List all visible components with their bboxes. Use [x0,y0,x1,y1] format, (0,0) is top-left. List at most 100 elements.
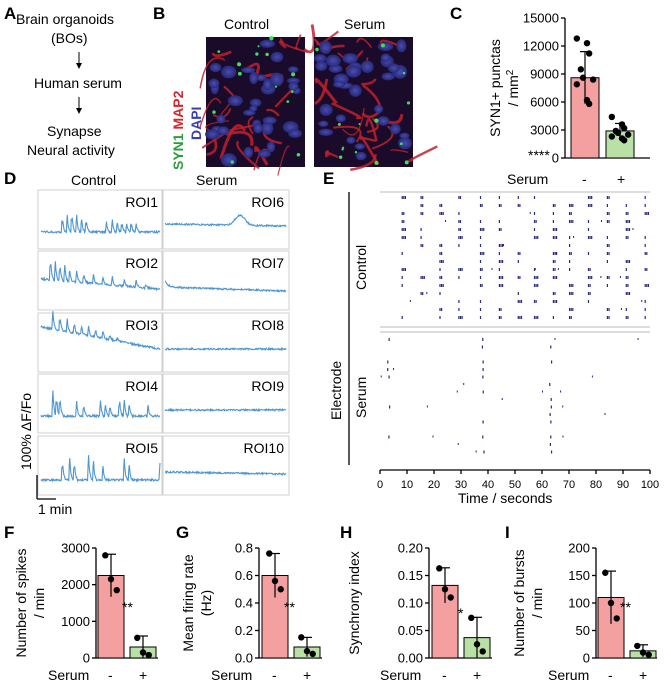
spike [554,228,556,231]
data-point [468,614,475,622]
spike [498,260,500,263]
spike [461,316,463,319]
spike [608,196,610,199]
y-label-line2: / mm2 [505,69,521,106]
dapi-nucleus [374,104,384,114]
spike [646,252,648,255]
spike [641,300,643,302]
spike [562,435,564,438]
dapi-nucleus [208,78,220,89]
spike [557,268,559,270]
spike [573,236,575,238]
dapi-nucleus [325,54,341,67]
trace-line [164,469,287,476]
dapi-nucleus [318,128,334,136]
spike [458,228,460,231]
spike [572,284,574,287]
spike [591,236,593,239]
data-point [602,569,609,576]
spike [570,308,572,311]
chart-f-significance: ** [122,599,133,615]
spike [589,276,591,279]
dapi-nucleus [249,98,262,107]
trace-line [40,311,161,350]
spike [479,260,482,263]
spike [554,236,556,239]
raster-label-serum: Serum [353,377,369,418]
spike [498,244,500,247]
y-tick-label: 150 [568,568,590,583]
spike [644,244,646,247]
spike [533,236,536,239]
data-point [298,634,305,641]
spike [401,212,403,215]
spike [519,300,521,303]
raster-plot [380,191,650,454]
dapi-nucleus [313,54,327,63]
spike [628,292,631,295]
spike [606,284,608,287]
spike [591,196,593,199]
spike [432,435,434,438]
spike [627,316,629,319]
spike [483,252,485,255]
stain-syn1: SYN1 [170,133,186,170]
spike [628,220,631,223]
spike [569,220,571,223]
dapi-nucleus [287,66,299,73]
spike [608,316,610,319]
map2-fiber [356,37,373,49]
spike [587,268,590,271]
syn1-puncta [315,47,319,52]
spike [556,300,558,303]
spike [589,268,591,271]
spike [552,316,554,319]
spike [479,316,482,319]
spike [644,268,646,271]
y-tick-label: 0.8 [235,541,253,556]
spike [570,212,572,215]
micro-label-serum: Serum [344,16,385,32]
spike [482,390,484,394]
spike [535,300,537,303]
roi-label: ROI8 [251,317,284,333]
spike [625,284,627,287]
chart-g: 0.0 0.2 0.4 0.6 0.8 Mean firing rate (Hz) [180,541,322,666]
raster-x-tick-label: 60 [536,479,548,491]
spike [500,284,502,287]
y-label-group: Number of spikes / min [13,549,47,658]
y-label-group: Number of bursts / min [511,549,545,656]
spike [404,236,406,239]
syn1-puncta [286,100,290,104]
syn1-puncta [354,150,358,154]
panel-letter-f: F [4,523,14,542]
spike [482,420,484,424]
spike [570,252,572,255]
spike [479,284,482,287]
spike [458,268,460,271]
spike [644,252,646,255]
data-point [107,575,115,583]
data-point [441,586,449,593]
spike [619,276,621,278]
spike [556,252,558,255]
spike [606,308,608,311]
spike [569,292,571,295]
svg-text:SYN1 MAP2: SYN1 MAP2 [170,90,186,170]
panel-d: D Control Serum ROI1 ROI6 ROI2 ROI7 ROI3 ROI8… [4,169,290,517]
y-tick-label: 100 [568,596,590,611]
spike [533,268,536,271]
spike [517,252,519,255]
spike [404,196,406,199]
map2-fiber [303,24,316,54]
spike [587,196,590,199]
trace-box [161,435,290,496]
spike [482,360,484,364]
map2-fiber [350,154,377,172]
spike [500,244,502,247]
spike [554,268,556,271]
spike [637,338,639,340]
dapi-nucleus [249,105,258,112]
syn1-puncta [269,36,274,41]
spike [627,260,629,263]
